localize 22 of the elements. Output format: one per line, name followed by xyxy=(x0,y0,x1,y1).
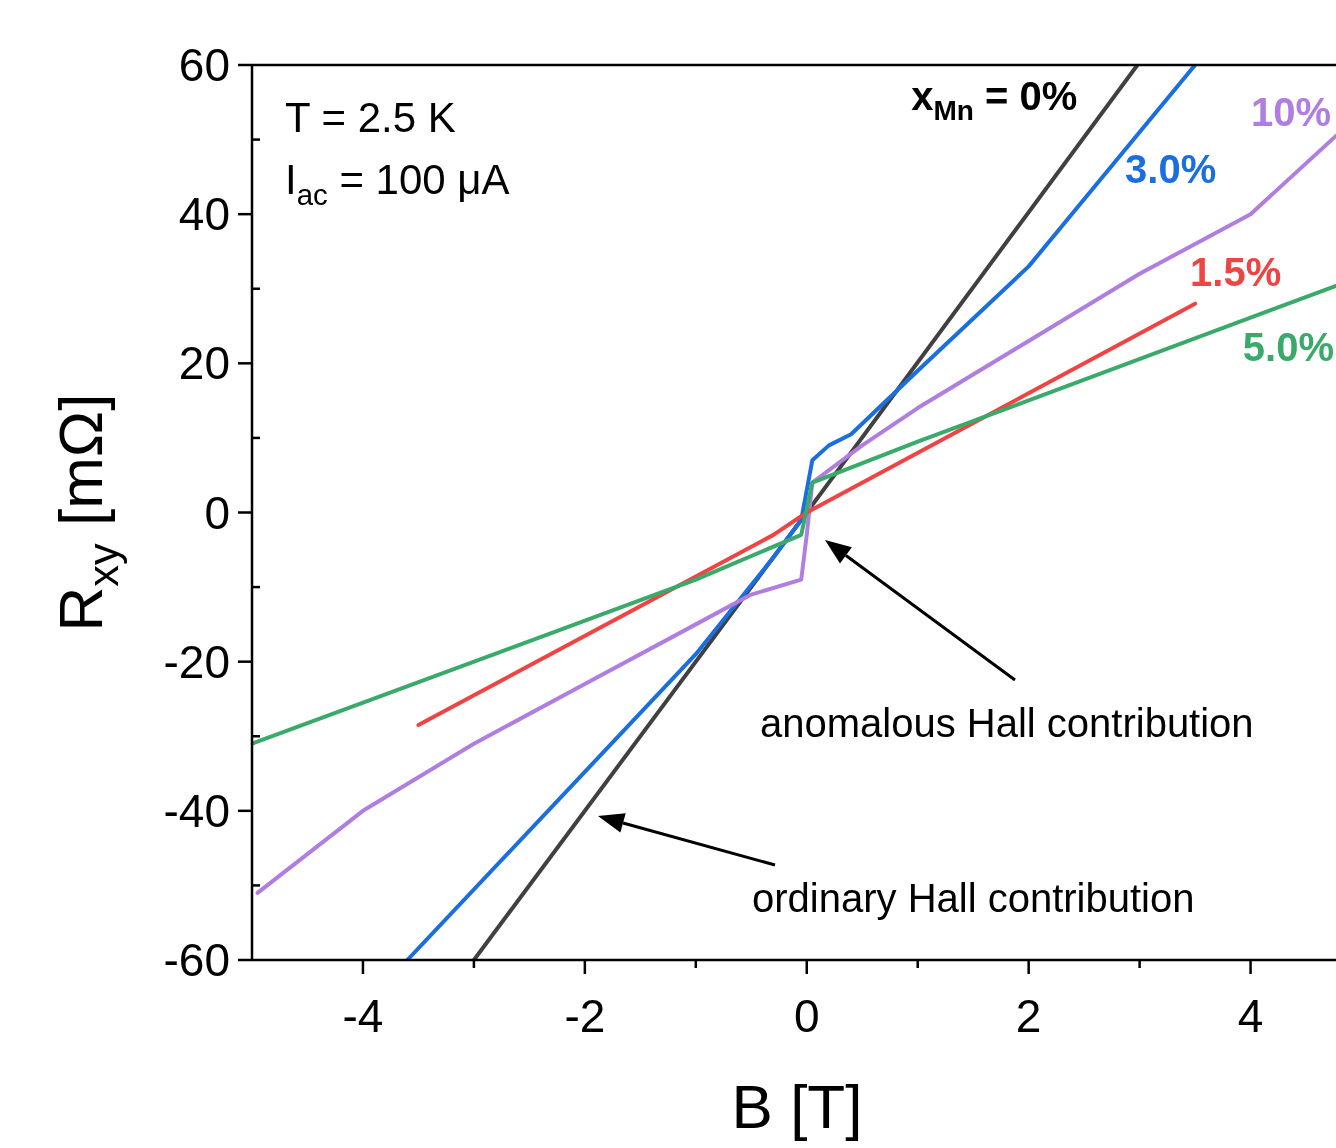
y-tick-label: 0 xyxy=(204,486,230,539)
annotation: T = 2.5 K xyxy=(285,94,456,141)
x-tick-label: 4 xyxy=(1237,990,1264,1042)
y-tick-label: -60 xyxy=(163,934,230,986)
y-tick-label: 20 xyxy=(178,337,230,390)
x-axis-title: B [T] xyxy=(731,1072,863,1141)
x-tick-label: -4 xyxy=(342,990,384,1042)
series-label: 1.5% xyxy=(1190,249,1282,294)
x-tick-label: 2 xyxy=(1015,990,1042,1042)
y-tick-label: -20 xyxy=(163,635,230,688)
y-tick-label: 40 xyxy=(178,188,230,241)
y-tick-label: -40 xyxy=(163,784,230,837)
annotation: ordinary Hall contribution xyxy=(752,876,1195,920)
annotation: anomalous Hall contribution xyxy=(760,701,1254,745)
annotation: I$_{ac}$ = 100 μA xyxy=(285,156,510,211)
series-label: 5.0% xyxy=(1242,324,1334,369)
series-label: 10% xyxy=(1250,89,1331,134)
y-tick-label: 60 xyxy=(178,39,230,91)
series-label: 3.0% xyxy=(1125,147,1217,191)
series-label: x$_{Mn}$ = 0% xyxy=(911,74,1078,126)
x-tick-label: -2 xyxy=(564,990,606,1042)
x-tick-label: 0 xyxy=(793,990,820,1042)
